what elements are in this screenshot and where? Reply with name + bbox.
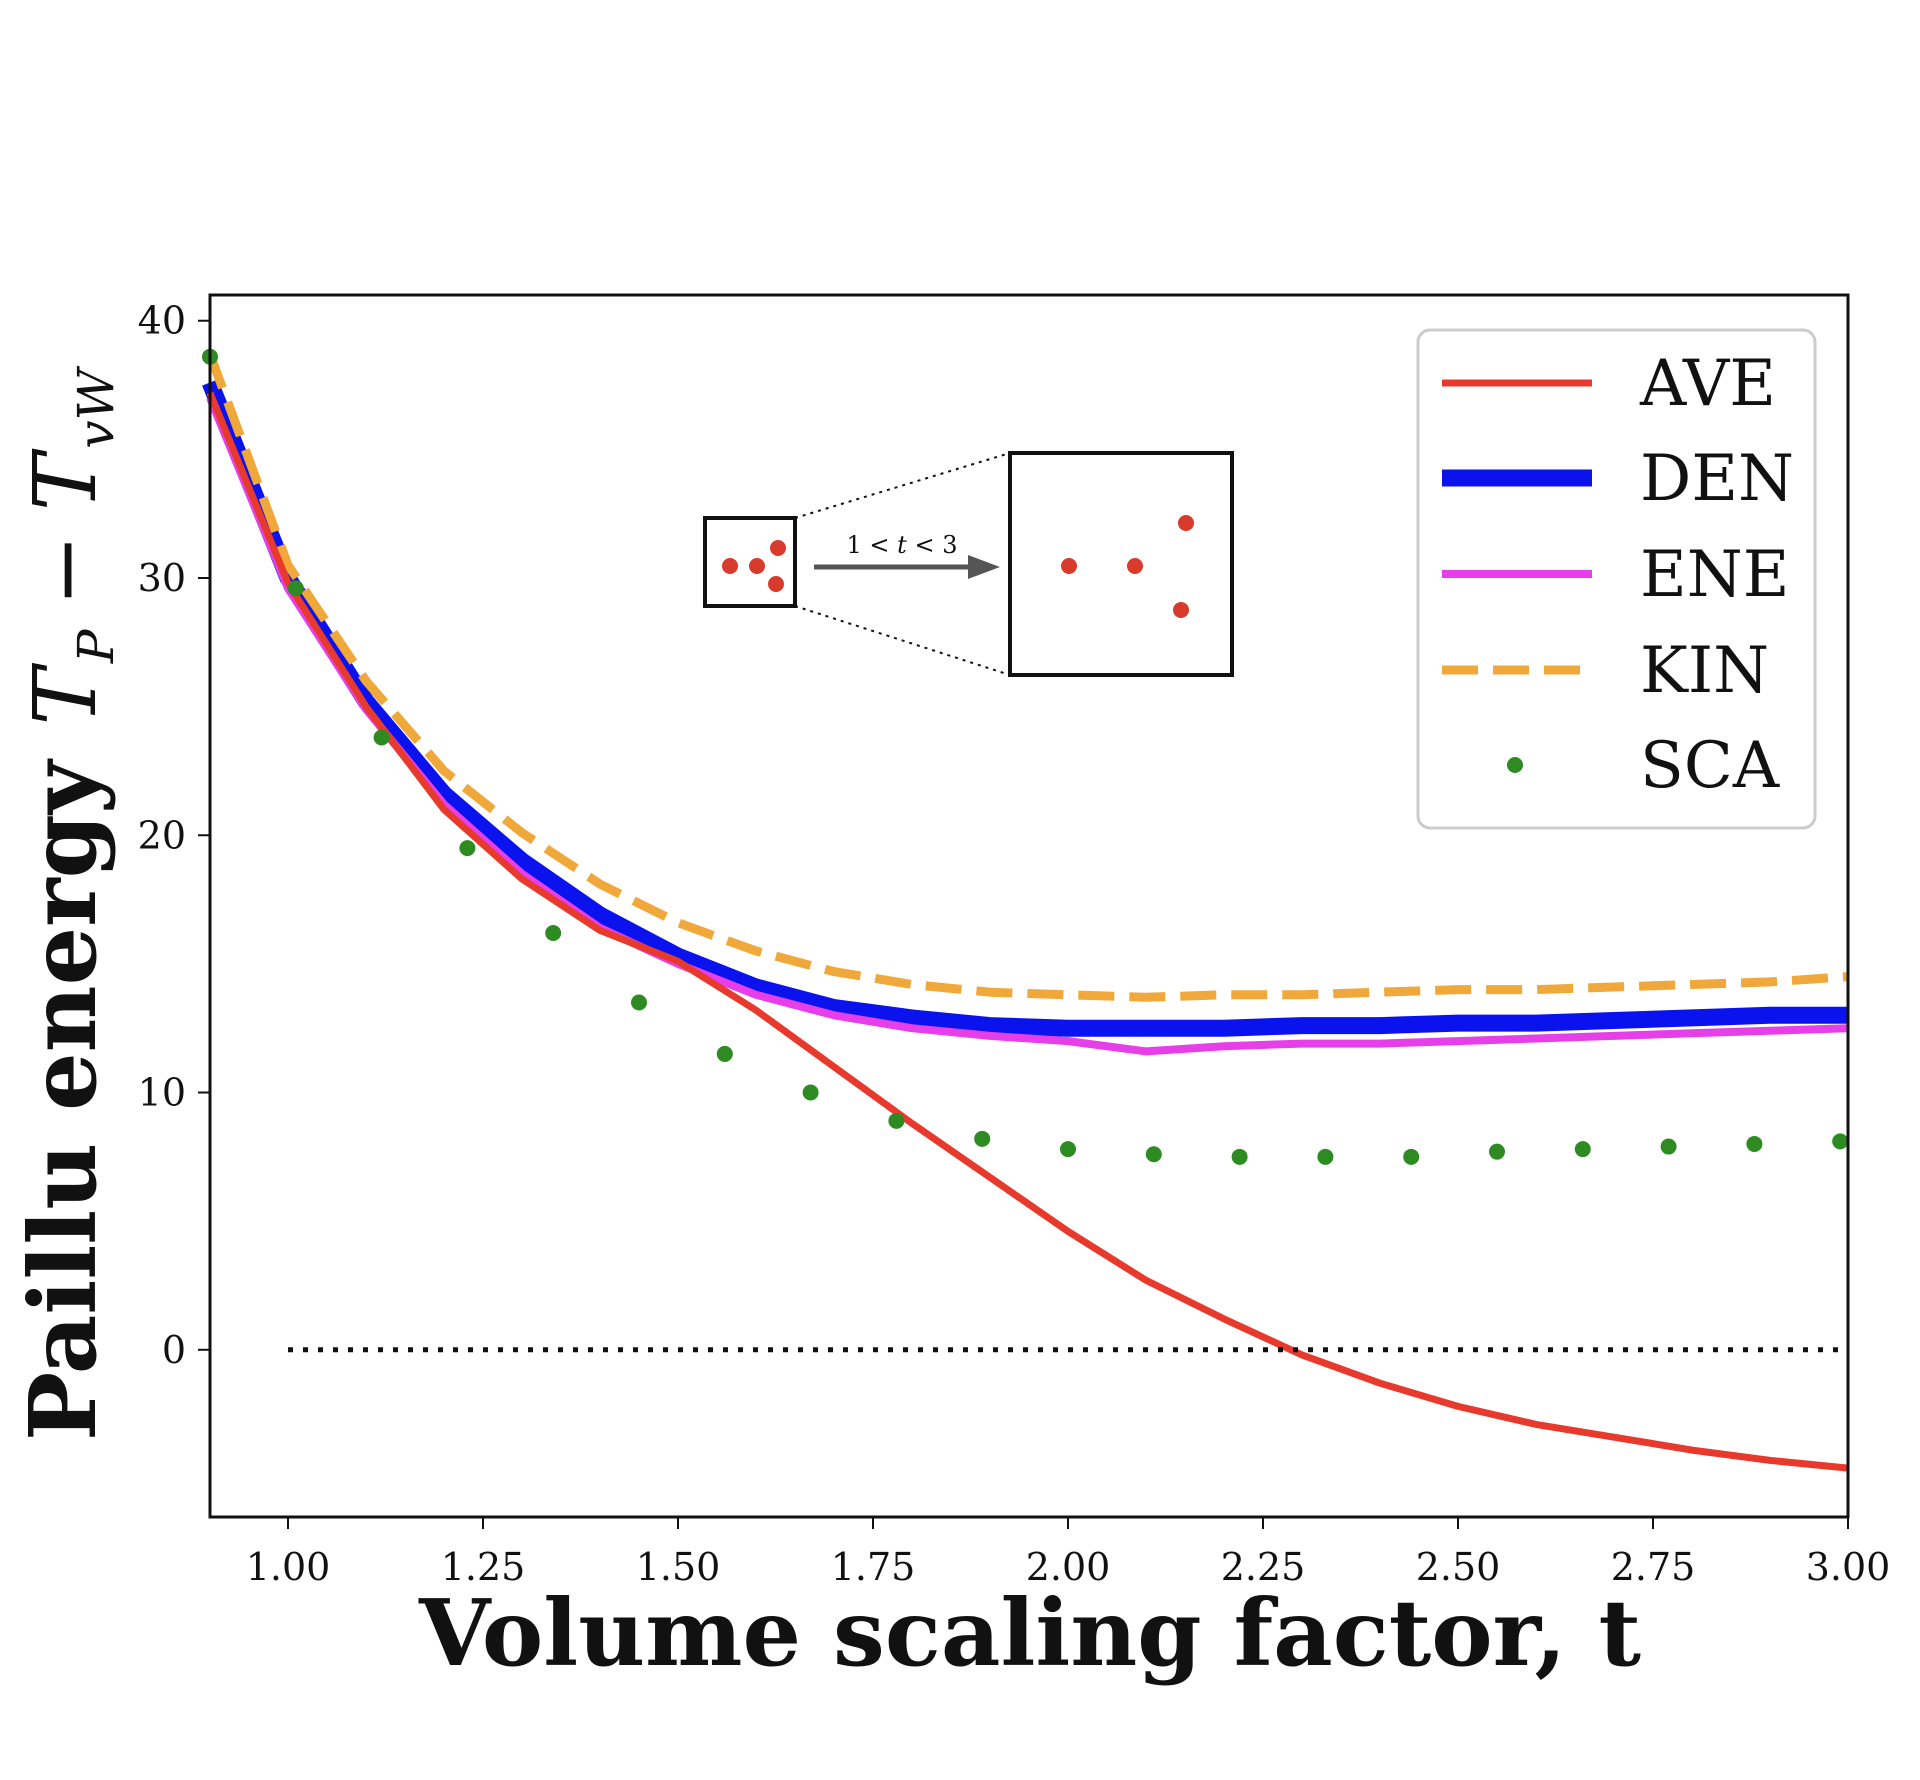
data-point-sca (1489, 1143, 1505, 1160)
x-tick-label: 1.75 (831, 1545, 916, 1589)
inset-small-dot (722, 558, 738, 574)
inset-arrow-head (968, 555, 1000, 579)
inset-schematic: 1 < t < 3 (703, 451, 1234, 677)
inset-label-var: t (897, 531, 907, 559)
inset-zoom-line-top (794, 452, 1011, 519)
inset-large-dot (1061, 558, 1077, 574)
inset-small-dot (770, 540, 786, 556)
y-tick-label: 40 (138, 299, 186, 343)
y-tick-label: 20 (138, 813, 186, 857)
inset-small-dot (749, 558, 765, 574)
legend-label-den: DEN (1640, 442, 1794, 516)
data-point-sca (373, 729, 390, 746)
x-tick-label: 2.75 (1611, 1545, 1696, 1589)
series-line-kin (205, 352, 1849, 1002)
data-point-sca (631, 994, 647, 1011)
x-tick-label: 3.00 (1806, 1545, 1891, 1589)
y-axis-title-text: Paillu energy (9, 758, 117, 1441)
series-line-ave (206, 391, 1849, 1472)
inset-small-dot (768, 576, 784, 592)
legend-label-ave: AVE (1639, 347, 1776, 421)
data-point-sca (1574, 1141, 1591, 1158)
y-axis-title-minus: − (16, 534, 116, 606)
legend-label-kin: KIN (1640, 634, 1769, 708)
data-point-sca (1060, 1141, 1076, 1158)
legend-marker-sca (1507, 757, 1523, 773)
data-point-sca (1231, 1148, 1248, 1165)
x-tick-label: 2.00 (1026, 1545, 1111, 1589)
y-axis-title-T2: T (16, 448, 116, 511)
legend-items: AVE DEN ENE KIN SCA (1442, 347, 1794, 803)
x-tick-label: 2.25 (1221, 1545, 1306, 1589)
legend-label-ene: ENE (1640, 538, 1789, 612)
series-layer (202, 348, 1849, 1472)
inset-large-dot (1173, 602, 1189, 618)
data-point-sca (1403, 1148, 1420, 1165)
inset-large-box (1008, 451, 1234, 677)
data-point-sca (459, 840, 476, 857)
plot-frame (208, 293, 1850, 1519)
series-sca-points (202, 348, 1849, 1165)
y-axis-title-sub2: vW (67, 365, 125, 448)
data-point-sca (1746, 1135, 1763, 1152)
legend-label-sca: SCA (1640, 729, 1780, 803)
inset-label: 1 < t < 3 (847, 531, 958, 559)
data-point-sca (287, 580, 304, 597)
data-point-sca (545, 925, 562, 942)
x-tick-label: 1.50 (636, 1545, 721, 1589)
legend: AVE DEN ENE KIN SCA (1416, 328, 1817, 830)
data-point-sca (888, 1112, 905, 1129)
y-axis-title-T1: T (16, 663, 116, 726)
series-line-ene (206, 396, 1849, 1056)
legend-box (1416, 328, 1817, 830)
inset-large-dot (1127, 558, 1143, 574)
ticks-layer: 1.00 1.25 1.50 1.75 2.00 2.25 2.50 2.75 3.00 0 10 2… (138, 299, 1891, 1589)
y-axis-title-sub1: P (67, 628, 125, 664)
y-tick-label: 0 (162, 1328, 186, 1372)
inset-zoom-line-bottom (794, 605, 1011, 676)
inset-label-left: 1 < (847, 531, 890, 559)
inset-label-right: < 3 (914, 531, 957, 559)
y-tick-label: 10 (138, 1071, 186, 1115)
data-point-sca (716, 1045, 733, 1062)
data-point-sca (1832, 1133, 1849, 1150)
data-point-sca (1660, 1138, 1677, 1155)
data-point-sca (1145, 1146, 1162, 1163)
data-point-sca (802, 1084, 819, 1101)
inset-small-box (703, 516, 797, 608)
y-axis-title: Paillu energy T P − T vW (9, 365, 125, 1440)
x-tick-label: 1.25 (441, 1545, 526, 1589)
series-line-den (202, 379, 1848, 1037)
x-tick-label: 2.50 (1416, 1545, 1501, 1589)
inset-large-dot (1178, 515, 1194, 531)
data-point-sca (1317, 1148, 1334, 1165)
y-tick-label: 30 (138, 556, 186, 600)
data-point-sca (974, 1130, 991, 1147)
x-axis-title: Volume scaling factor, t (418, 1579, 1642, 1687)
x-tick-label: 1.00 (246, 1545, 331, 1589)
